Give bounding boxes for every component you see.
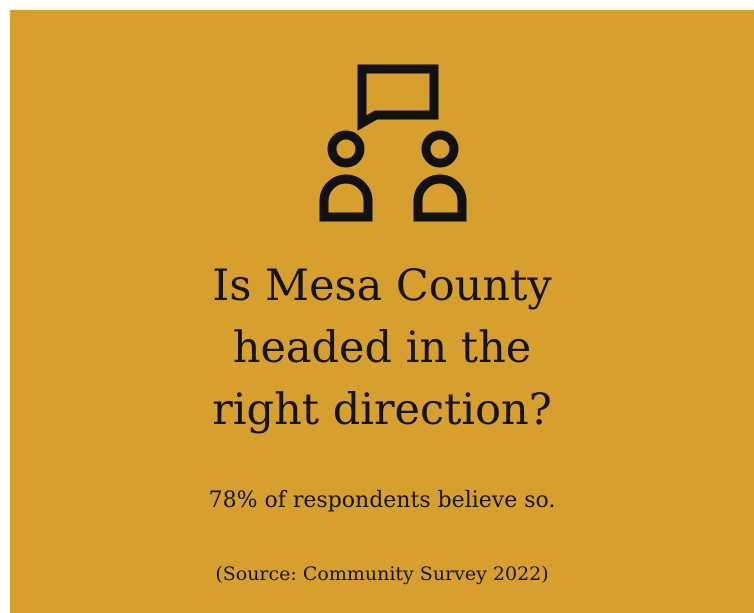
headline-line: right direction? xyxy=(212,385,552,435)
headline-line: headed in the xyxy=(232,323,532,373)
stat-text: 78% of respondents believe so. xyxy=(208,488,556,513)
source-text: (Source: Community Survey 2022) xyxy=(215,563,549,585)
infographic-card: Is Mesa County headed in the right direc… xyxy=(10,10,754,613)
headline-line: Is Mesa County xyxy=(212,261,552,311)
headline: Is Mesa County headed in the right direc… xyxy=(10,255,754,441)
discussion-icon xyxy=(319,64,467,222)
